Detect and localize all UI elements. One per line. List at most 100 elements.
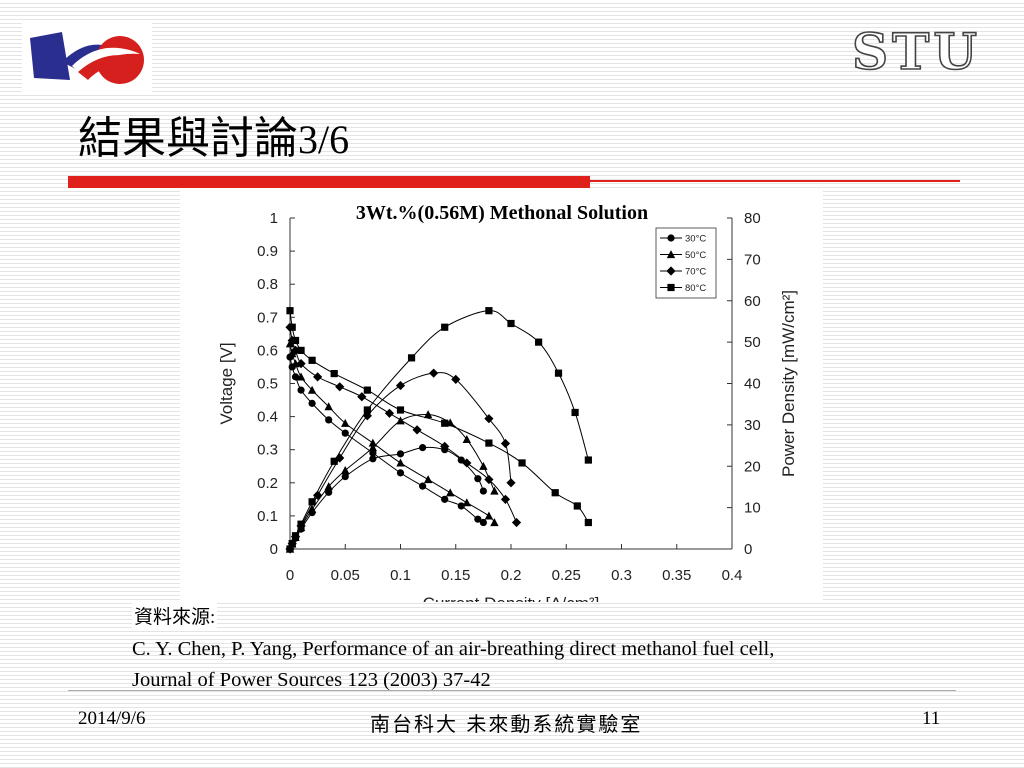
voltage-point-30c [441, 495, 449, 503]
power-line-50c [289, 413, 495, 550]
university-logo [22, 22, 152, 92]
voltage-point-80c [396, 406, 405, 414]
voltage-point-80c [297, 346, 305, 354]
y-tick-label: 0.7 [257, 309, 278, 326]
power-point-80c [535, 338, 543, 346]
x-tick-label: 0.4 [722, 567, 743, 584]
voltage-point-30c [325, 416, 333, 424]
power-point-70c [313, 490, 323, 500]
voltage-point-80c [291, 336, 300, 345]
y-tick-label: 0.3 [257, 442, 278, 459]
power-point-50c [368, 443, 378, 452]
voltage-point-30c [396, 469, 405, 477]
power-point-70c [506, 478, 516, 488]
power-point-80c [291, 532, 300, 540]
power-point-30c [457, 456, 465, 464]
voltage-point-50c [307, 385, 317, 394]
y2-axis-label: Power Density [mW/cm²] [779, 290, 798, 477]
legend-label-70c: 70°C [685, 267, 706, 278]
polarization-chart: 00.10.20.30.40.50.60.70.80.9101020304050… [217, 210, 798, 602]
voltage-point-80c [288, 323, 296, 331]
power-point-80c [407, 354, 416, 362]
power-point-50c [479, 461, 488, 470]
power-point-30c [396, 450, 405, 458]
power-point-30c [325, 488, 333, 496]
voltage-point-30c [479, 518, 487, 527]
voltage-point-50c [291, 359, 300, 368]
y2-tick-label: 80 [744, 210, 761, 227]
title-accent-bar [68, 176, 590, 188]
power-point-50c [490, 486, 499, 495]
chart-panel: 0 0.1 0.2 0.3 0.4 0.5 0.6 0.7 0.8 0.9 1 0 10 20 30 40 50… [180, 190, 823, 602]
power-point-70c [500, 438, 511, 449]
source-citation-line-1: C. Y. Chen, P. Yang, Performance of an a… [132, 638, 775, 660]
voltage-point-80c [573, 502, 581, 510]
y-tick-label: 1 [270, 210, 278, 227]
y2-tick-label: 0 [744, 541, 752, 558]
voltage-point-30c [297, 386, 305, 394]
legend-label-50c: 50°C [685, 250, 706, 261]
x-tick-label: 0.05 [331, 567, 360, 584]
y-tick-label: 0.4 [257, 409, 278, 426]
voltage-point-50c [324, 402, 333, 411]
voltage-point-50c [341, 418, 350, 427]
x-tick-label: 0.15 [441, 567, 470, 584]
footer-date: 2014/9/6 [78, 708, 146, 729]
y2-tick-label: 50 [744, 334, 761, 351]
power-point-80c [485, 307, 493, 315]
voltage-point-50c [396, 458, 405, 467]
x-tick-label: 0.2 [501, 567, 522, 584]
y-tick-label: 0.6 [257, 342, 278, 359]
voltage-point-80c [441, 419, 449, 427]
voltage-point-50c [423, 475, 433, 484]
legend-marker-50c [666, 250, 676, 259]
voltage-point-70c [357, 392, 367, 402]
power-point-70c [484, 414, 494, 424]
x-tick-label: 0.35 [662, 567, 691, 584]
voltage-point-30c [291, 373, 300, 381]
voltage-point-80c [330, 369, 338, 378]
voltage-point-70c [384, 408, 395, 418]
power-point-80c [297, 520, 305, 528]
power-point-80c [286, 545, 294, 553]
voltage-point-50c [285, 339, 295, 348]
y-axis-label: Voltage [V] [217, 342, 236, 424]
x-tick-label: 0.3 [611, 567, 632, 584]
legend-label-30c: 30°C [685, 234, 706, 245]
power-point-70c [335, 453, 345, 463]
power-point-80c [441, 323, 449, 331]
power-point-50c [423, 410, 433, 419]
x-tick-label: 0.25 [552, 567, 581, 584]
y-tick-label: 0.5 [257, 376, 278, 393]
voltage-point-30c [457, 502, 465, 510]
legend-marker-30c [667, 234, 675, 242]
voltage-point-30c [308, 399, 316, 407]
source-label: 資料來源: [132, 602, 218, 629]
power-point-50c [341, 465, 350, 474]
y-tick-label: 0.2 [257, 475, 278, 492]
voltage-point-50c [288, 349, 297, 358]
voltage-point-70c [500, 494, 511, 504]
x-tick-label: 0 [286, 567, 294, 584]
voltage-point-70c [440, 441, 450, 451]
y2-tick-label: 40 [744, 376, 761, 393]
power-point-80c [571, 408, 579, 417]
legend-marker-80c [667, 283, 675, 292]
voltage-point-80c [584, 518, 592, 527]
power-point-80c [363, 406, 371, 414]
power-point-30c [419, 444, 427, 452]
legend-box [655, 227, 717, 299]
power-point-80c [507, 319, 515, 328]
slide-title-text: 結果與討論 [78, 113, 298, 164]
voltage-point-80c [286, 307, 294, 315]
legend-label-80c: 80°C [685, 283, 706, 294]
power-point-70c [429, 368, 439, 378]
y2-tick-label: 10 [744, 500, 761, 517]
power-point-70c [451, 374, 461, 384]
y2-tick-label: 20 [744, 458, 761, 475]
power-point-50c [462, 434, 471, 443]
power-point-80c [554, 369, 563, 377]
x-axis-label: Current Density [A/cm²] [423, 594, 600, 602]
y-tick-label: 0.9 [257, 243, 278, 260]
power-line-80c [289, 310, 589, 550]
